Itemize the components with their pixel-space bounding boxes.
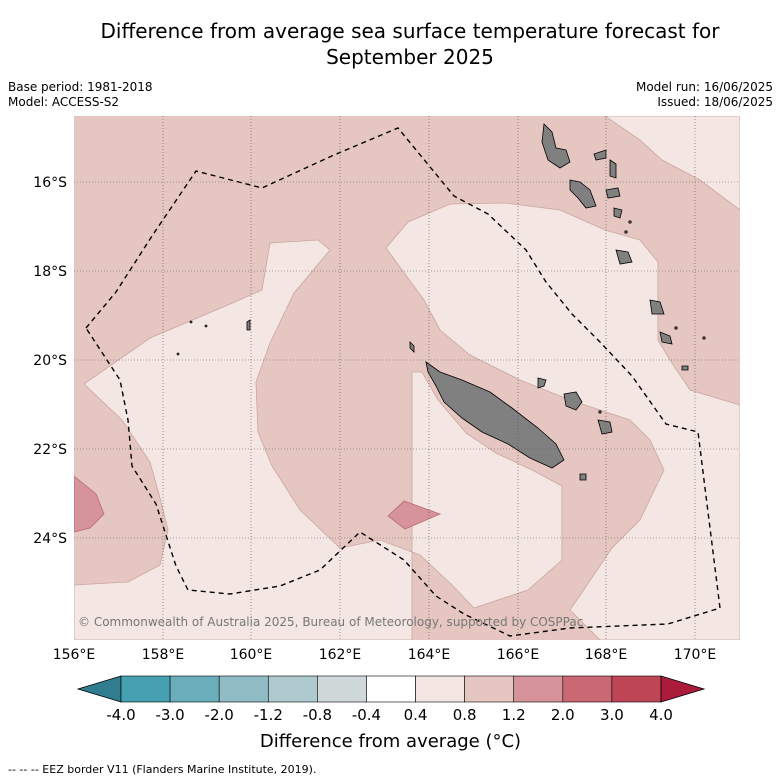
land-masses <box>176 123 706 481</box>
colorbar-tick-label: 0.8 <box>453 706 477 724</box>
vanuatu-aneityum <box>681 365 689 371</box>
lon-label: 166°E <box>497 647 540 663</box>
lat-labels: 16°S 18°S 20°S 22°S 24°S <box>33 175 67 547</box>
colorbar <box>76 675 706 703</box>
lat-label: 22°S <box>33 442 67 458</box>
lat-label: 24°S <box>33 531 67 547</box>
colorbar-tick-label: 4.0 <box>649 706 673 724</box>
lat-label: 16°S <box>33 175 67 191</box>
vanuatu-pentecost <box>609 159 617 179</box>
colorbar-swatch <box>267 675 318 703</box>
lon-label: 170°E <box>674 647 717 663</box>
meta-right: Model run: 16/06/2025 Issued: 18/06/2025 <box>636 80 773 110</box>
colorbar-tick-label: 0.4 <box>404 706 428 724</box>
base-period: Base period: 1981-2018 <box>8 80 153 94</box>
colorbar-swatch <box>169 675 220 703</box>
vanuatu-erromango <box>649 299 665 315</box>
copyright-notice: © Commonwealth of Australia 2025, Bureau… <box>78 615 583 629</box>
islet <box>176 352 180 356</box>
colorbar-extend-high <box>660 675 706 703</box>
new-caledonia <box>425 361 565 469</box>
eez-legend-note: -- -- -- EEZ border V11 (Flanders Marine… <box>8 763 317 776</box>
colorbar-tick-label: -0.8 <box>303 706 332 724</box>
colorbar-swatch <box>317 675 367 703</box>
vanuatu-malekula <box>569 179 597 209</box>
vanuatu-ambrym <box>605 187 621 199</box>
colorbar-tick-label: -0.4 <box>352 706 381 724</box>
vanuatu-efate <box>615 249 633 265</box>
anomaly-band-12-20-center <box>387 500 442 530</box>
colorbar-tick-label: -4.0 <box>106 706 135 724</box>
chart-title: Difference from average sea surface temp… <box>60 18 760 70</box>
colorbar-tick-label: 3.0 <box>600 706 624 724</box>
colorbar-tick-label: -1.2 <box>254 706 283 724</box>
colorbar-swatch <box>562 675 613 703</box>
map-area: © Commonwealth of Australia 2025, Bureau… <box>74 116 740 640</box>
anomaly-band-04-08-north <box>604 116 740 211</box>
colorbar-swatch <box>611 675 662 703</box>
loyalty-islands-mare <box>597 419 613 435</box>
isle-of-pines <box>579 473 587 481</box>
islet <box>674 326 678 330</box>
anomaly-band-12-20-west <box>74 475 105 533</box>
lat-label: 18°S <box>33 264 67 280</box>
islet <box>598 410 602 414</box>
loyalty-islands-ouvea <box>537 377 547 389</box>
colorbar-swatch <box>366 675 416 703</box>
vanuatu-santo <box>541 123 571 169</box>
islet <box>702 336 706 340</box>
lon-label: 162°E <box>319 647 362 663</box>
islet <box>204 324 208 328</box>
issued-date: Issued: 18/06/2025 <box>657 95 773 109</box>
colorbar-tick-label: 1.2 <box>502 706 526 724</box>
chesterfield-islands <box>246 319 251 331</box>
colorbar-tick-label: -2.0 <box>205 706 234 724</box>
map-gridlines <box>74 116 740 640</box>
colorbar-swatch <box>415 675 465 703</box>
colorbar-swatch <box>120 675 171 703</box>
islet <box>628 220 632 224</box>
lon-label: 156°E <box>53 647 96 663</box>
model-name: Model: ACCESS-S2 <box>8 95 120 109</box>
new-caledonia-north <box>409 341 415 353</box>
lon-label: 158°E <box>142 647 185 663</box>
anomaly-band-04-08-west <box>74 239 563 640</box>
colorbar-tick-label: 2.0 <box>551 706 575 724</box>
colorbar-swatch <box>513 675 564 703</box>
vanuatu-epi <box>613 207 623 219</box>
vanuatu-tanna <box>659 331 673 345</box>
colorbar-ticks: -4.0 -3.0 -2.0 -1.2 -0.8 -0.4 0.4 0.8 1.2 2.0 3.0 4… <box>106 706 673 724</box>
model-run: Model run: 16/06/2025 <box>635 80 773 94</box>
chart-title-line2: September 2025 <box>326 45 494 69</box>
lon-label: 168°E <box>585 647 628 663</box>
colorbar-swatch <box>464 675 515 703</box>
islet <box>189 320 193 324</box>
loyalty-islands-lifou <box>563 391 583 411</box>
lon-label: 164°E <box>408 647 451 663</box>
lon-label: 160°E <box>230 647 273 663</box>
islet <box>624 230 628 234</box>
colorbar-swatch <box>218 675 269 703</box>
chart-title-line1: Difference from average sea surface temp… <box>100 19 720 43</box>
lat-label: 20°S <box>33 353 67 369</box>
colorbar-label: Difference from average (°C) <box>259 731 522 752</box>
eez-border <box>85 127 721 637</box>
colorbar-tick-label: -3.0 <box>155 706 184 724</box>
colorbar-extend-low <box>76 675 122 703</box>
meta-left: Base period: 1981-2018 Model: ACCESS-S2 <box>8 80 153 110</box>
lon-labels: 156°E 158°E 160°E 162°E 164°E 166°E 168°… <box>53 647 717 663</box>
